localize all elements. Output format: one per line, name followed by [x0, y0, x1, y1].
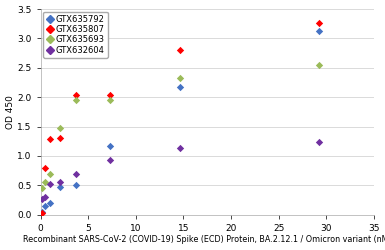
Point — [315, 29, 321, 33]
X-axis label: Recombinant SARS-CoV-2 (COVID-19) Spike (ECD) Protein, BA.2.12.1 / Omicron varia: Recombinant SARS-CoV-2 (COVID-19) Spike … — [23, 236, 385, 244]
Point — [177, 146, 183, 150]
Point — [107, 158, 113, 162]
Point — [42, 166, 48, 170]
Point — [177, 76, 183, 80]
Point — [315, 63, 321, 67]
Point — [47, 182, 54, 186]
Point — [177, 84, 183, 88]
Point — [73, 172, 79, 175]
Point — [315, 20, 321, 24]
Legend: GTX635792, GTX635807, GTX635693, GTX632604: GTX635792, GTX635807, GTX635693, GTX6326… — [43, 12, 108, 58]
Point — [42, 180, 48, 184]
Point — [38, 186, 45, 190]
Point — [47, 138, 54, 141]
Point — [73, 94, 79, 98]
Point — [73, 98, 79, 102]
Point — [57, 136, 63, 140]
Point — [177, 48, 183, 52]
Point — [47, 172, 54, 175]
Point — [38, 211, 45, 215]
Point — [42, 204, 48, 208]
Y-axis label: OD 450: OD 450 — [5, 95, 15, 129]
Point — [107, 144, 113, 148]
Point — [57, 185, 63, 189]
Point — [38, 197, 45, 201]
Point — [42, 195, 48, 199]
Point — [73, 183, 79, 187]
Point — [47, 201, 54, 205]
Point — [38, 210, 45, 214]
Point — [107, 94, 113, 98]
Point — [57, 126, 63, 130]
Point — [57, 180, 63, 184]
Point — [107, 98, 113, 102]
Point — [315, 140, 321, 144]
